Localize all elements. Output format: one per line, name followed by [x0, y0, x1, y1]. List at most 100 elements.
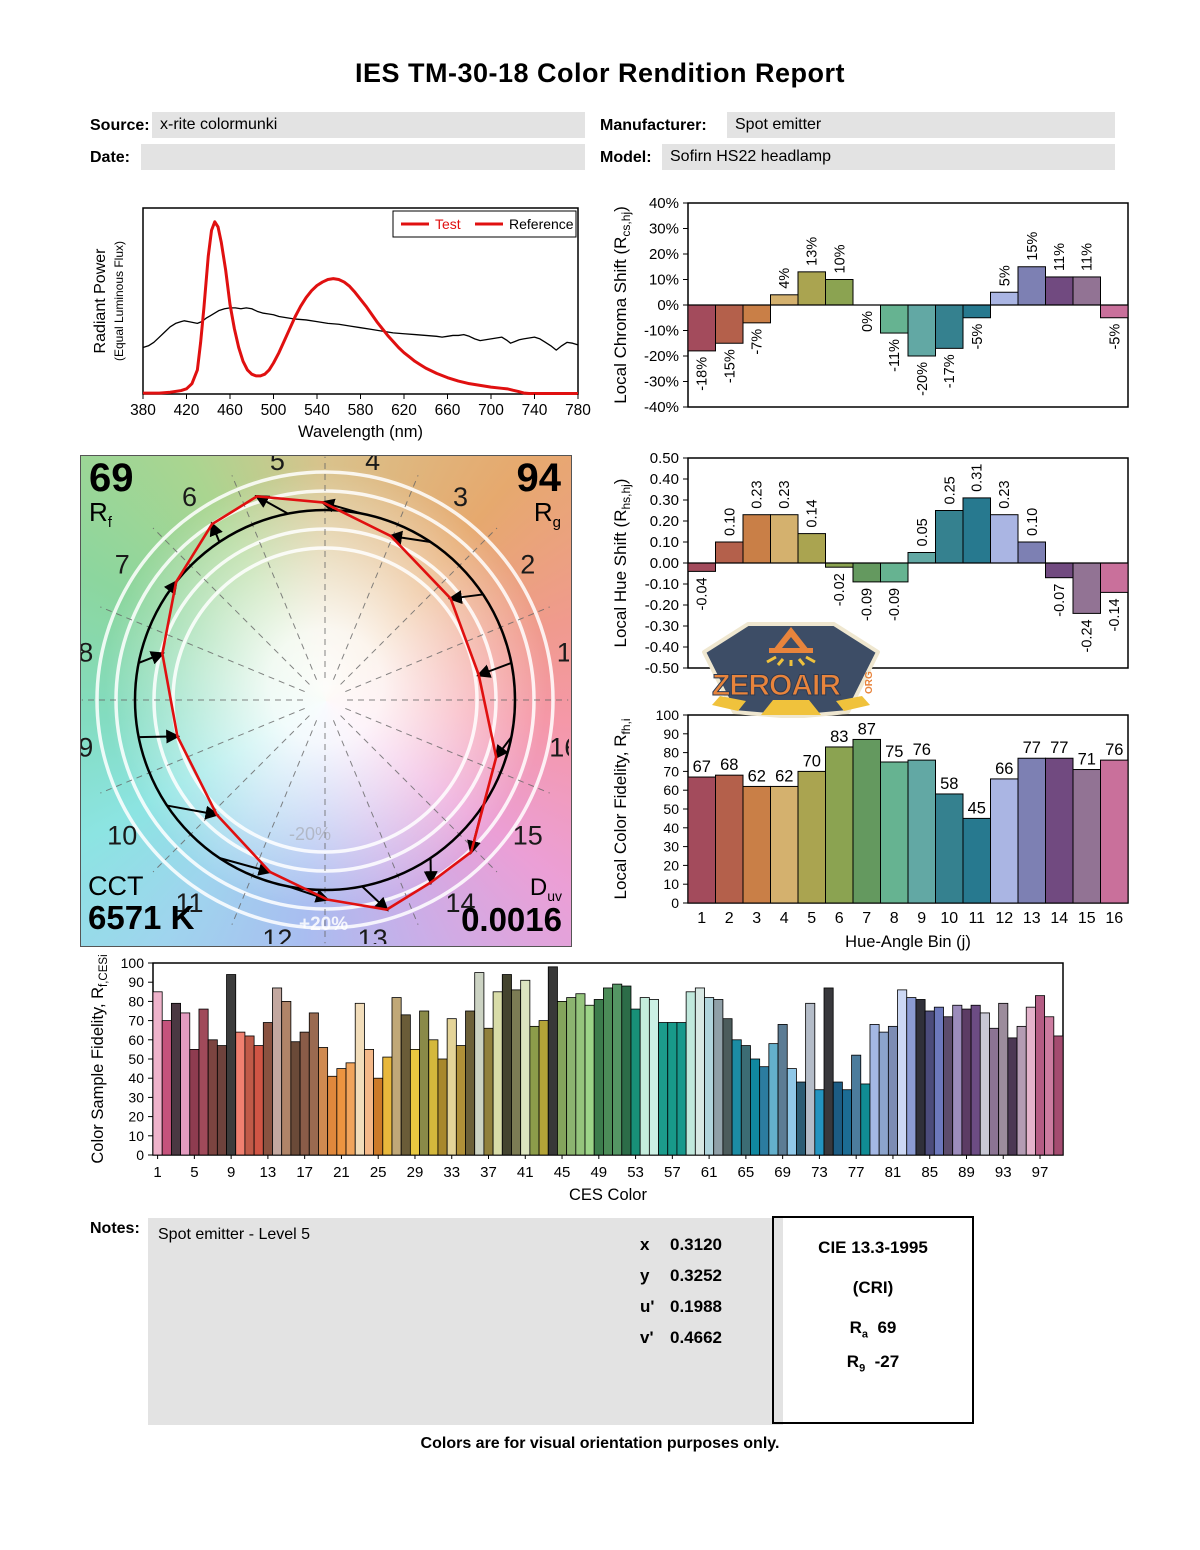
svg-text:10%: 10% [649, 272, 679, 289]
zeroair-badge-svg: ZEROAIR ORG [702, 622, 880, 719]
color-sample-fidelity-chart: 100 90 80 70 60 50 40 30 20 10 0 1 5 9 13 17 21 25 29 33 37 4… [85, 953, 1085, 1208]
svg-text:Local Color Fidelity, Rfh,i: Local Color Fidelity, Rfh,i [611, 718, 633, 899]
cri-r9: R9 -27 [846, 1352, 900, 1375]
local-hue-shift-chart: 0.50 0.40 0.30 0.20 0.10 0.00 -0.10 -0.20 -0.30-… [608, 446, 1136, 687]
svg-text:20: 20 [128, 1109, 144, 1125]
svg-text:8: 8 [890, 910, 899, 927]
svg-text:420: 420 [174, 402, 200, 419]
svg-text:40%: 40% [649, 195, 679, 212]
svg-text:Test: Test [435, 216, 461, 232]
svg-text:69: 69 [774, 1164, 791, 1181]
svg-text:-0.07: -0.07 [1052, 584, 1068, 617]
svg-text:5: 5 [270, 456, 285, 476]
svg-text:Color Sample Fidelity, Rf,CESi: Color Sample Fidelity, Rf,CESi [89, 954, 110, 1163]
duv-label: Duv [529, 874, 562, 904]
duv-value: 0.0016 [461, 901, 562, 939]
svg-text:-10%: -10% [644, 323, 679, 340]
svg-text:77: 77 [1050, 739, 1068, 757]
svg-text:500: 500 [261, 402, 287, 419]
page-title: IES TM-30-18 Color Rendition Report [354, 58, 846, 88]
svg-text:16: 16 [549, 733, 569, 763]
svg-text:0.14: 0.14 [805, 499, 821, 527]
svg-text:83: 83 [830, 728, 848, 746]
svg-text:-0.30: -0.30 [645, 618, 679, 635]
svg-text:780: 780 [565, 402, 591, 419]
svg-text:Reference: Reference [509, 216, 574, 232]
svg-text:81: 81 [885, 1164, 902, 1181]
svg-text:10: 10 [128, 1128, 144, 1144]
svg-text:76: 76 [913, 741, 931, 759]
svg-text:740: 740 [522, 402, 548, 419]
svg-text:40: 40 [128, 1070, 144, 1086]
svg-text:-20%: -20% [644, 348, 679, 365]
duv-readout: Duv 0.0016 [461, 874, 562, 939]
svg-text:-20%: -20% [915, 362, 931, 396]
svg-text:CES Color: CES Color [569, 1186, 647, 1203]
svg-text:-0.20: -0.20 [645, 597, 679, 614]
svg-text:0%: 0% [657, 297, 679, 314]
svg-text:9: 9 [227, 1164, 235, 1181]
svg-text:4: 4 [365, 456, 380, 476]
svg-text:90: 90 [128, 974, 144, 990]
svg-text:10%: 10% [832, 244, 848, 273]
svg-text:20%: 20% [649, 246, 679, 263]
chroma-svg: 40% 30% 20% 10% 0% -10% -20% -30% -40% -18% -15% -7… [611, 195, 1129, 416]
svg-text:90: 90 [663, 726, 679, 742]
svg-text:620: 620 [391, 402, 417, 419]
svg-text:45: 45 [554, 1164, 571, 1181]
svg-text:53: 53 [627, 1164, 644, 1181]
spd-chart: 380 420 460 500 540 580 620 660 700 740 780 Wavelen… [85, 192, 595, 452]
svg-text:0.23: 0.23 [750, 480, 766, 508]
svg-text:(Equal Luminous Flux): (Equal Luminous Flux) [112, 241, 126, 361]
svg-text:61: 61 [701, 1164, 718, 1181]
svg-text:-0.50: -0.50 [645, 660, 679, 677]
svg-text:65: 65 [738, 1164, 755, 1181]
svg-text:460: 460 [217, 402, 243, 419]
svg-text:71: 71 [1078, 751, 1096, 769]
svg-text:50: 50 [128, 1051, 144, 1067]
svg-text:1: 1 [697, 910, 706, 927]
svg-text:1: 1 [153, 1164, 161, 1181]
svg-text:29: 29 [407, 1164, 424, 1181]
svg-text:41: 41 [517, 1164, 534, 1181]
svg-text:-0.02: -0.02 [832, 573, 848, 606]
model-value: Sofirn HS22 headlamp [662, 144, 1115, 170]
svg-text:0.20: 0.20 [650, 513, 679, 530]
svg-text:0.10: 0.10 [650, 534, 679, 551]
footer-disclaimer: Colors are for visual orientation purpos… [420, 1435, 780, 1452]
badge-mark-inner [782, 637, 800, 648]
svg-text:-18%: -18% [695, 357, 711, 391]
svg-text:30: 30 [663, 839, 679, 855]
spd-svg: 380 420 460 500 540 580 620 660 700 740 780 Wavelen… [92, 207, 591, 441]
svg-text:-0.24: -0.24 [1080, 619, 1096, 652]
svg-text:14: 14 [1050, 910, 1068, 927]
hue-svg: 0.500.400.300.200.100.00-0.10-0.20-0.30-… [611, 450, 1129, 677]
svg-text:50: 50 [663, 801, 679, 817]
svg-text:17: 17 [296, 1164, 313, 1181]
svg-text:9: 9 [917, 910, 926, 927]
svg-text:13%: 13% [805, 237, 821, 266]
date-value [141, 144, 585, 170]
svg-text:70: 70 [663, 763, 679, 779]
cri-box: CIE 13.3-1995 (CRI) Ra 69 R9 -27 [772, 1216, 974, 1424]
badge-shield [702, 622, 880, 719]
svg-text:66: 66 [995, 760, 1013, 778]
svg-text:0.23: 0.23 [777, 480, 793, 508]
svg-text:-0.40: -0.40 [645, 639, 679, 656]
svg-text:0: 0 [136, 1147, 144, 1163]
svg-text:70: 70 [803, 752, 821, 770]
svg-text:380: 380 [130, 402, 156, 419]
svg-text:-0.14: -0.14 [1107, 598, 1123, 631]
rg-symbol: Rg [533, 496, 561, 531]
svg-text:6: 6 [835, 910, 844, 927]
svg-text:33: 33 [443, 1164, 460, 1181]
svg-text:77: 77 [1023, 739, 1041, 757]
svg-text:0.50: 0.50 [650, 450, 679, 467]
svg-text:100: 100 [656, 707, 680, 723]
svg-text:-17%: -17% [942, 354, 958, 388]
svg-text:Local Hue Shift (Rhs,hj): Local Hue Shift (Rhs,hj) [611, 479, 633, 648]
chromaticity-v: v' 0.4662 [640, 1328, 722, 1347]
svg-text:2: 2 [725, 910, 734, 927]
svg-text:5%: 5% [997, 265, 1013, 286]
